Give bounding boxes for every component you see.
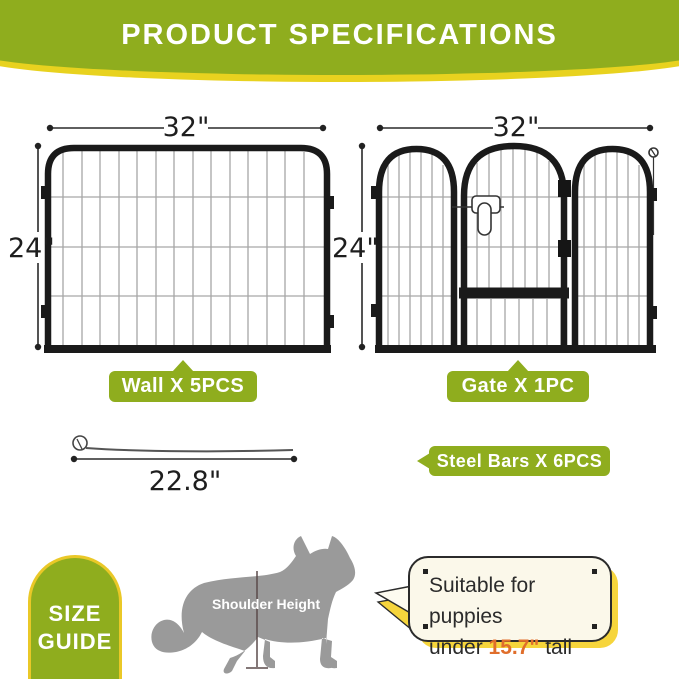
header-banner bbox=[0, 0, 679, 75]
note-pin-icon bbox=[423, 569, 428, 574]
steel-bar-diagram bbox=[70, 435, 298, 463]
steel-bar-rod bbox=[85, 447, 294, 453]
wall-height-dimension bbox=[34, 142, 42, 351]
shoulder-height-label: Shoulder Height bbox=[212, 596, 321, 612]
gate-wires-horizontal bbox=[380, 196, 650, 297]
wall-connector-tabs bbox=[41, 186, 334, 328]
wall-tag-label: Wall X 5PCS bbox=[121, 375, 245, 397]
steel-bar-loop bbox=[72, 435, 88, 451]
gate-height-dimension bbox=[358, 142, 366, 351]
gate-panel-diagram bbox=[358, 124, 659, 353]
gate-tag: Gate X 1PC bbox=[447, 360, 589, 402]
wall-wires-horizontal bbox=[51, 196, 324, 297]
note-height-highlight: 15.7" bbox=[488, 636, 540, 659]
wall-width-dimension bbox=[46, 124, 327, 132]
steel-bar-dimension bbox=[70, 455, 298, 463]
wall-panel-diagram bbox=[34, 124, 334, 353]
wall-tag: Wall X 5PCS bbox=[109, 360, 257, 402]
gate-right-section-frame bbox=[571, 145, 654, 350]
wall-height-label: 24" bbox=[8, 233, 55, 264]
gate-width-dimension bbox=[376, 124, 654, 132]
note-pin-icon bbox=[592, 624, 597, 629]
wall-width-label: 32" bbox=[162, 112, 210, 143]
gate-connector-tabs bbox=[371, 186, 657, 319]
note-line1: Suitable for puppies bbox=[429, 574, 536, 628]
steel-bar-length-label: 22.8" bbox=[148, 466, 222, 497]
note-line2-suffix: tall bbox=[539, 636, 573, 659]
gate-tag-label: Gate X 1PC bbox=[461, 375, 575, 397]
gate-hinges bbox=[558, 180, 571, 257]
note-line2: under 15.7" tall bbox=[429, 632, 610, 663]
wall-frame bbox=[44, 144, 331, 350]
note-pin-icon bbox=[423, 624, 428, 629]
steel-bar-tag: Steel Bars X 6PCS bbox=[417, 446, 610, 476]
gate-left-section-frame bbox=[375, 145, 458, 350]
note-line2-prefix: under bbox=[429, 636, 489, 659]
suitability-note: Suitable for puppies under 15.7" tall bbox=[408, 556, 612, 659]
steel-bar-tag-label: Steel Bars X 6PCS bbox=[436, 450, 603, 471]
gate-height-label: 24" bbox=[332, 233, 379, 264]
page-title: PRODUCT SPECIFICATIONS bbox=[121, 19, 558, 51]
wall-wires-vertical bbox=[62, 150, 305, 347]
size-guide-illustration bbox=[151, 536, 356, 674]
size-guide-badge: SIZE GUIDE bbox=[28, 555, 122, 679]
gate-wires-vertical bbox=[387, 147, 640, 347]
gate-width-label: 32" bbox=[492, 112, 540, 143]
size-guide-badge-line2: GUIDE bbox=[37, 629, 113, 654]
note-pin-icon bbox=[592, 569, 597, 574]
size-guide-badge-line1: SIZE bbox=[48, 601, 102, 626]
gate-door-lower-posts bbox=[460, 293, 568, 349]
dog-silhouette bbox=[151, 536, 356, 674]
gate-latch bbox=[452, 195, 504, 236]
gate-door-frame bbox=[460, 142, 568, 292]
shoulder-measure-line bbox=[246, 571, 268, 669]
